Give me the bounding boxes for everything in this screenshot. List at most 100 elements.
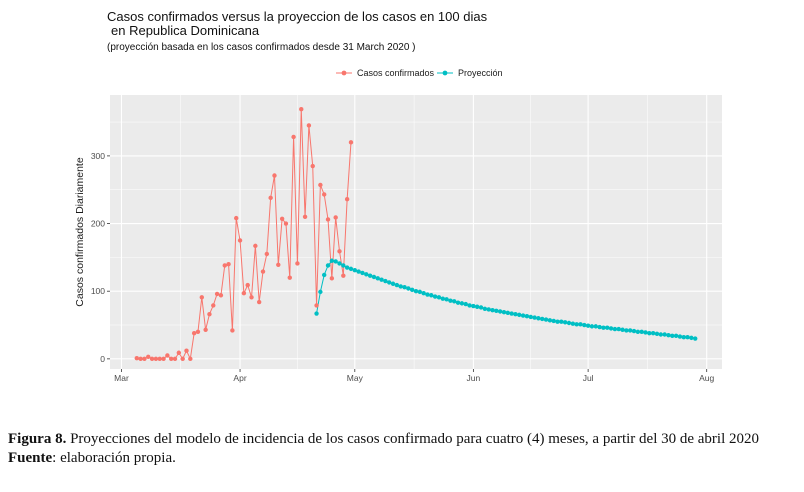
data-point-confirmed [306,123,312,128]
x-tick-label: Jun [467,373,481,383]
data-point-projection [429,293,434,298]
data-point-confirmed [203,327,208,332]
data-point-confirmed [322,192,327,197]
data-point-projection [612,326,618,332]
data-point-confirmed [272,173,277,178]
chart-subtitle: (proyección basada en los casos confirma… [107,42,416,53]
data-point-projection [513,312,518,317]
data-point-projection [497,309,503,314]
data-point-projection [631,328,637,334]
data-point-projection [639,329,644,334]
data-point-projection [643,330,648,335]
chart-title: Casos confirmados versus la proyeccion d… [107,10,487,38]
y-axis-title: Casos confirmados Diariamente [74,157,86,307]
x-tick-label: Mar [114,373,129,383]
data-point-confirmed [142,356,147,362]
data-point-projection [624,328,629,333]
data-point-projection [673,333,679,339]
data-point-projection [490,307,495,313]
data-point-projection [455,300,461,305]
data-point-projection [337,261,342,266]
x-tick-label: Apr [233,373,246,383]
data-point-confirmed [268,195,273,201]
data-point-confirmed [157,356,162,362]
data-point-confirmed [226,261,231,267]
data-point-projection [459,301,465,306]
data-point-confirmed [195,329,201,334]
x-tick-label: Jul [583,373,594,383]
caption-figure-line: Figura 8. Proyecciones del modelo de inc… [8,430,798,449]
data-point-projection [333,259,338,264]
data-point-projection [482,306,488,311]
data-point-projection [367,273,373,278]
data-point-confirmed [180,356,185,362]
data-point-projection [685,335,690,340]
data-point-projection [452,299,457,304]
data-point-projection [379,277,384,282]
data-point-projection [432,294,438,299]
data-point-projection [341,263,346,268]
data-point-confirmed [218,293,224,298]
data-point-projection [436,295,442,300]
data-point-projection [406,286,411,291]
data-point-projection [463,301,468,307]
data-point-projection [597,324,602,330]
y-tick-label: 0 [100,354,105,364]
data-point-confirmed [153,356,159,362]
data-point-projection [329,258,335,263]
data-point-projection [314,311,319,316]
data-point-confirmed [249,295,254,300]
data-point-projection [585,323,591,328]
data-point-projection [593,324,598,329]
x-tick-label: Aug [699,373,714,383]
data-point-projection [578,322,583,327]
data-point-projection [390,281,396,286]
data-point-projection [559,319,564,324]
data-point-projection [635,329,641,334]
data-point-projection [662,332,667,337]
caption-source-label: Fuente [8,450,53,466]
data-point-projection [562,320,568,325]
data-point-confirmed [295,261,300,266]
data-point-confirmed [287,275,292,280]
data-point-confirmed [138,356,143,362]
data-point-confirmed [256,299,262,305]
data-point-confirmed [245,282,250,288]
data-point-projection [475,304,480,309]
data-point-confirmed [279,216,285,222]
data-point-confirmed [199,295,204,300]
data-point-confirmed [184,348,189,353]
data-point-projection [670,333,675,339]
y-tick-label: 100 [91,286,105,296]
chart-title-line2: en Republica Dominicana [111,23,260,38]
data-point-confirmed [344,196,350,202]
plot-panel [110,95,722,369]
data-point-confirmed [161,356,166,362]
data-point-confirmed [176,350,182,355]
data-point-confirmed [191,330,197,336]
caption-source-text: : elaboración propia. [52,450,176,466]
data-point-projection [471,303,476,309]
data-point-projection [532,315,537,320]
x-tick-label: May [347,373,364,383]
y-tick-label: 200 [91,219,105,229]
data-point-projection [520,313,526,318]
data-point-confirmed [211,303,216,308]
data-point-confirmed [134,355,139,361]
data-point-projection [375,276,380,281]
data-point-projection [658,332,663,337]
data-point-projection [605,325,610,330]
data-point-confirmed [310,163,315,169]
data-point-projection [409,287,415,293]
data-point-projection [318,289,323,295]
data-point-confirmed [283,221,289,226]
data-point-confirmed [348,140,354,145]
data-point-confirmed [341,273,346,278]
data-point-projection [551,318,556,324]
plot-grid [110,95,722,369]
data-point-projection [536,316,541,321]
data-point-projection [666,332,671,338]
figure-caption: Figura 8. Proyecciones del modelo de inc… [8,430,798,468]
data-point-projection [394,282,400,288]
caption-figure-label: Figura 8. [8,431,67,447]
